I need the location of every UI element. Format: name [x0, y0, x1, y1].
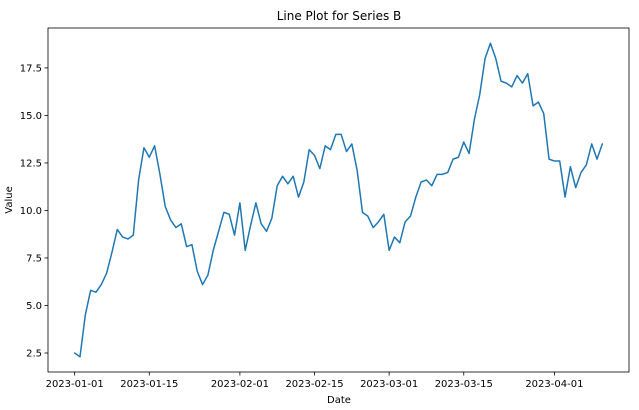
x-tick-label: 2023-02-15	[285, 379, 343, 390]
y-tick-label: 15.0	[20, 111, 42, 122]
chart-title: Line Plot for Series B	[277, 9, 402, 23]
y-tick-label: 17.5	[20, 63, 42, 74]
plot-frame	[47, 27, 630, 373]
x-tick-label: 2023-03-01	[360, 379, 418, 390]
x-tick-label: 2023-01-01	[46, 379, 104, 390]
x-tick-label: 2023-04-01	[525, 379, 583, 390]
y-tick-label: 10.0	[20, 206, 42, 217]
x-tick-label: 2023-01-15	[120, 379, 178, 390]
y-tick-label: 12.5	[20, 158, 42, 169]
y-tick-label: 5.0	[26, 301, 42, 312]
y-tick-label: 7.5	[26, 253, 42, 264]
x-tick-label: 2023-03-15	[435, 379, 493, 390]
y-tick-label: 2.5	[26, 348, 42, 359]
x-axis-label: Date	[327, 395, 351, 406]
series-line-0	[73, 42, 604, 358]
y-axis-label: Value	[4, 186, 15, 213]
x-tick-label: 2023-02-01	[211, 379, 269, 390]
plot-area: 2023-01-01 2023-01-15 2023-02-01 2023-02-15…	[20, 27, 630, 390]
